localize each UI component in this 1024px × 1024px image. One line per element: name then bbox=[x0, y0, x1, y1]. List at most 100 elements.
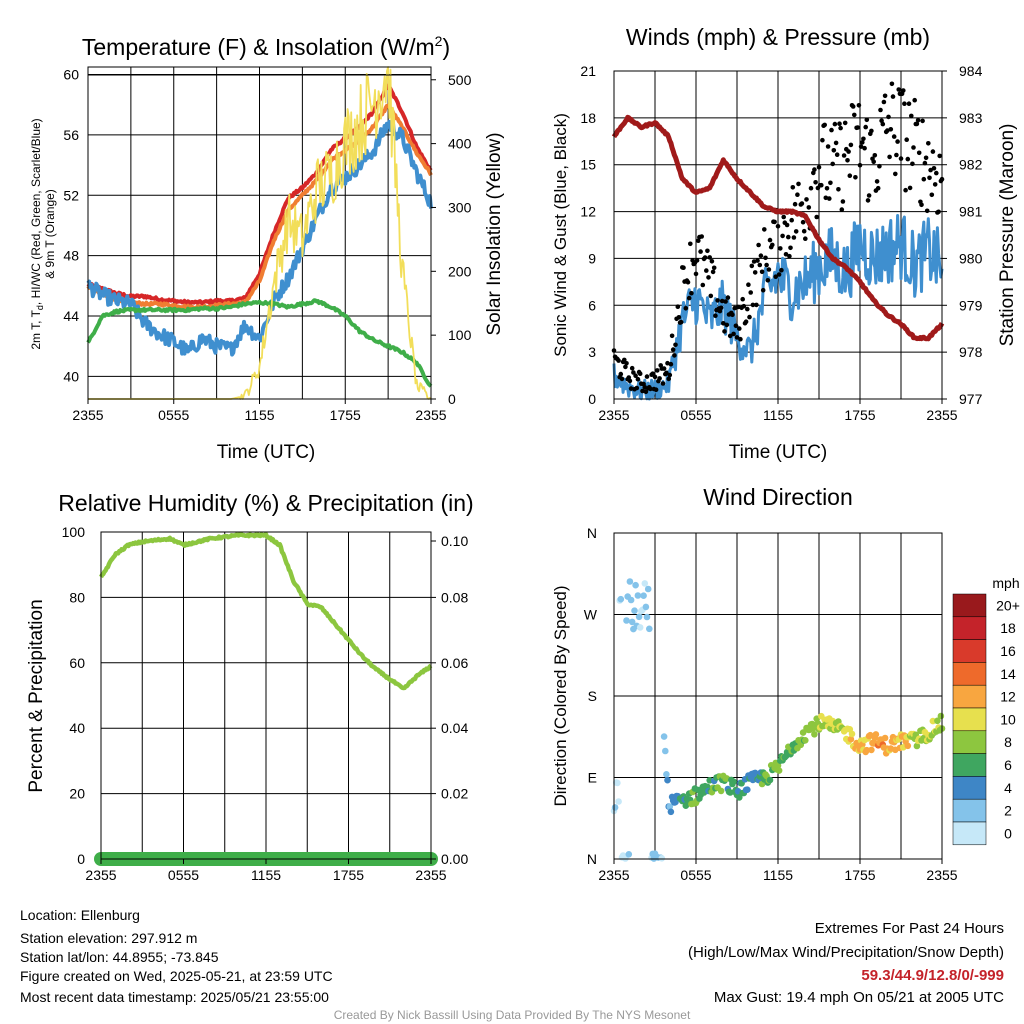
gust-point bbox=[932, 182, 938, 187]
gust-point bbox=[793, 229, 799, 234]
gust-point bbox=[711, 265, 717, 271]
direction-point bbox=[642, 603, 650, 611]
gust-point bbox=[719, 298, 725, 304]
gust-point bbox=[922, 160, 928, 166]
gust-point bbox=[773, 274, 778, 280]
max-gust: Max Gust: 19.4 mph On 05/21 at 2005 UTC bbox=[714, 989, 1004, 1006]
direction-point bbox=[635, 613, 643, 621]
gust-point bbox=[631, 370, 636, 375]
gust-point bbox=[893, 171, 898, 177]
gust-point bbox=[820, 137, 825, 143]
gust-point bbox=[885, 128, 890, 133]
gust-point bbox=[931, 166, 937, 171]
gust-point bbox=[832, 121, 838, 127]
gust-point bbox=[861, 136, 866, 142]
y-tick-label-right: 980 bbox=[959, 250, 983, 266]
x-tick-label: 1755 bbox=[330, 407, 361, 423]
gust-point bbox=[903, 187, 908, 193]
speed-legend-swatch bbox=[952, 662, 987, 686]
gust-point bbox=[686, 295, 692, 301]
direction-point bbox=[617, 595, 625, 603]
gust-point bbox=[836, 187, 841, 192]
gust-point bbox=[693, 271, 699, 277]
speed-legend-label: 8 bbox=[1004, 734, 1012, 750]
gust-point bbox=[862, 145, 867, 151]
gust-point bbox=[747, 314, 752, 320]
gust-point bbox=[661, 366, 667, 371]
gust-point bbox=[706, 275, 711, 280]
humidity-chart-title: Relative Humidity (%) & Precipitation (i… bbox=[58, 490, 473, 516]
speed-legend-swatch bbox=[952, 616, 987, 640]
footer-recent: Most recent data timestamp: 2025/05/21 2… bbox=[20, 989, 329, 1005]
gust-point bbox=[886, 114, 891, 120]
gust-point bbox=[707, 255, 712, 260]
gust-point bbox=[670, 347, 676, 352]
gust-point bbox=[936, 209, 941, 215]
y-tick-label-left: 6 bbox=[588, 297, 596, 313]
gust-point bbox=[657, 376, 662, 381]
y-tick-label-left: 12 bbox=[580, 204, 596, 220]
gust-point bbox=[837, 121, 842, 126]
gust-point bbox=[749, 263, 755, 269]
gust-point bbox=[790, 185, 796, 190]
gust-point bbox=[705, 248, 710, 254]
gust-point bbox=[757, 262, 763, 268]
gust-point bbox=[738, 336, 743, 342]
gust-point bbox=[627, 378, 633, 384]
direction-point bbox=[627, 596, 635, 604]
gust-point bbox=[765, 278, 771, 283]
direction-point bbox=[614, 779, 621, 787]
humidity-left-axis-label: Percent & Precipitation bbox=[26, 599, 47, 792]
direction-point bbox=[640, 592, 647, 599]
gust-point bbox=[783, 252, 789, 257]
gust-point bbox=[760, 287, 766, 293]
direction-point bbox=[802, 737, 809, 744]
gust-point bbox=[923, 155, 929, 161]
y-tick-label-right: 0.08 bbox=[441, 589, 468, 605]
gust-point bbox=[872, 153, 878, 158]
y-tick-label-left: 15 bbox=[580, 157, 596, 173]
gust-point bbox=[622, 357, 627, 363]
gust-point bbox=[866, 193, 872, 198]
gust-point bbox=[772, 219, 777, 225]
gust-point bbox=[852, 112, 857, 118]
gust-point bbox=[816, 164, 822, 170]
gust-point bbox=[887, 154, 892, 160]
gust-point bbox=[874, 179, 880, 184]
y-tick-label: N bbox=[587, 851, 597, 867]
credit-line: Created By Nick Bassill Using Data Provi… bbox=[334, 1008, 691, 1022]
gust-point bbox=[929, 192, 935, 198]
speed-legend-label: 18 bbox=[1000, 620, 1016, 636]
x-tick-label: 1155 bbox=[763, 407, 793, 423]
gust-point bbox=[823, 195, 829, 201]
gust-point bbox=[803, 236, 808, 241]
temperature-left-axis-label-line2: & 9m T (Orange) bbox=[43, 189, 57, 279]
y-tick-label-left: 0 bbox=[77, 851, 85, 867]
gust-point bbox=[669, 333, 675, 339]
speed-legend-swatch bbox=[952, 684, 987, 709]
x-tick-label: 1755 bbox=[844, 867, 875, 883]
y-tick-label-left: 0 bbox=[588, 391, 596, 407]
y-tick-label: S bbox=[588, 688, 597, 704]
gust-point bbox=[767, 237, 773, 243]
gust-point bbox=[840, 199, 846, 204]
direction-point bbox=[937, 712, 945, 720]
gust-point bbox=[905, 156, 911, 162]
gust-point bbox=[750, 302, 756, 308]
gust-point bbox=[637, 371, 643, 377]
gust-point bbox=[678, 319, 684, 325]
gust-point bbox=[857, 162, 863, 168]
gust-point bbox=[664, 370, 669, 376]
direction-point bbox=[631, 607, 638, 614]
gust-point bbox=[731, 331, 736, 337]
y-tick-label-right: 982 bbox=[959, 157, 983, 173]
direction-point bbox=[667, 808, 675, 816]
direction-point bbox=[646, 625, 653, 633]
gust-point bbox=[890, 94, 896, 99]
speed-legend-label: 0 bbox=[1004, 825, 1012, 841]
y-tick-label-left: 44 bbox=[63, 308, 79, 324]
x-tick-label: 2355 bbox=[598, 407, 629, 423]
gust-point bbox=[878, 107, 883, 113]
gust-point bbox=[704, 268, 709, 273]
gust-point bbox=[624, 361, 629, 366]
